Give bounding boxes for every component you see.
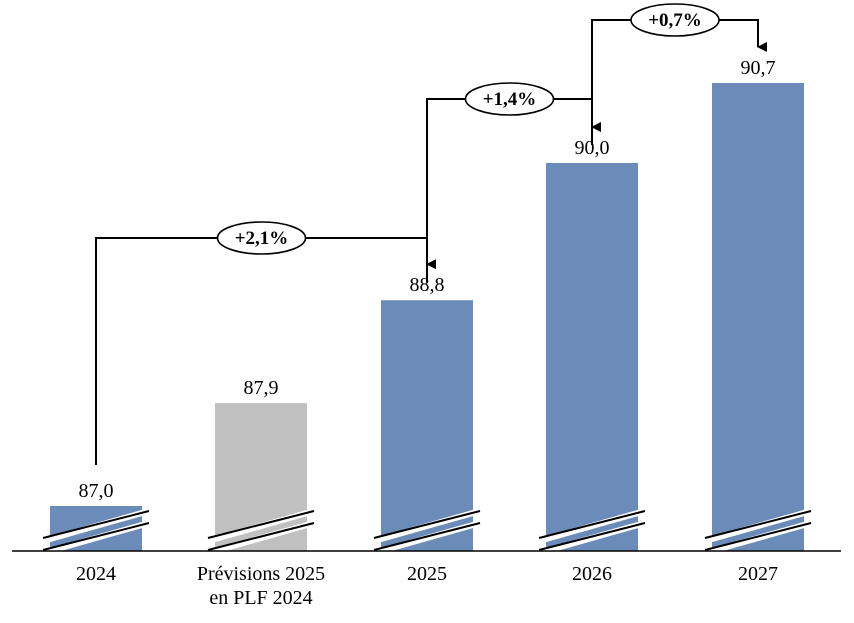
growth-arrows: +2,1% +1,4% +0,7% xyxy=(95,3,767,465)
axis-break-mark xyxy=(42,508,150,556)
data-label: 87,9 xyxy=(244,377,279,399)
x-tick-label: 2025 xyxy=(407,563,447,585)
axis-break-mark xyxy=(538,508,646,556)
data-label: 90,7 xyxy=(741,57,776,79)
growth-rate-label: +0,7% xyxy=(648,10,702,31)
bar xyxy=(381,300,473,551)
growth-arrow: +0,7% xyxy=(591,3,767,145)
growth-badge xyxy=(630,3,720,37)
bars-layer: 87,0 87,9 88,8 90,0 90,7 xyxy=(42,57,812,556)
x-tick-label: Prévisions 2025 en PLF 2024 xyxy=(197,563,325,609)
growth-rate-label: +1,4% xyxy=(483,89,537,110)
growth-rate-label: +2,1% xyxy=(235,228,289,249)
growth-badge xyxy=(216,221,307,255)
data-label: 88,8 xyxy=(410,274,445,296)
growth-badge xyxy=(464,82,555,116)
x-tick-label: 2027 xyxy=(738,563,778,585)
axis-break-mark xyxy=(207,508,315,556)
axis-break-mark xyxy=(373,508,481,556)
x-tick-label: 2024 xyxy=(76,563,116,585)
axis-break-mark xyxy=(704,508,812,556)
data-label: 90,0 xyxy=(575,137,610,159)
bar xyxy=(712,83,804,551)
x-tick-label: 2026 xyxy=(572,563,612,585)
tick-labels: 2024 Prévisions 2025 en PLF 2024 2025 2026 20… xyxy=(76,563,778,609)
growth-arrow: +1,4% xyxy=(426,82,601,282)
bar xyxy=(546,163,638,551)
data-label: 87,0 xyxy=(79,480,114,502)
